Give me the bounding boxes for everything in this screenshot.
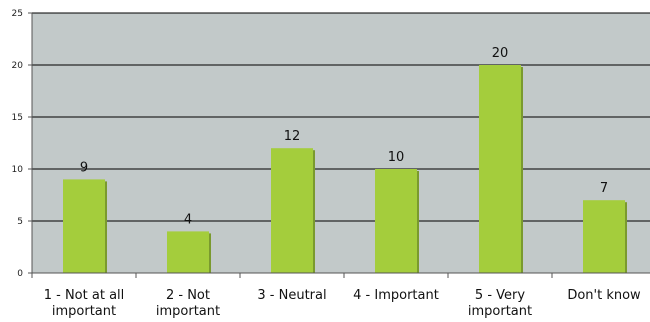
data-label: 9 bbox=[80, 160, 88, 175]
y-tick-label: 0 bbox=[17, 269, 23, 279]
data-label: 20 bbox=[492, 46, 509, 61]
axes bbox=[28, 12, 650, 278]
data-label: 12 bbox=[284, 129, 301, 144]
y-tick-label: 5 bbox=[17, 217, 23, 227]
x-tick-label: 4 - Important bbox=[353, 288, 439, 303]
data-labels: 9 4 12 10 20 7 bbox=[80, 46, 608, 227]
x-tick-label-line: 1 - Not at all bbox=[44, 288, 125, 303]
bars bbox=[63, 65, 627, 273]
plot-area bbox=[32, 13, 650, 273]
y-tick-label: 15 bbox=[12, 113, 23, 123]
bar bbox=[63, 179, 105, 273]
bar bbox=[479, 65, 521, 273]
y-tick-label: 10 bbox=[12, 165, 24, 175]
bar bbox=[271, 148, 313, 273]
x-tick-label: 1 - Not at all important bbox=[44, 288, 125, 319]
bar bbox=[167, 231, 209, 273]
x-tick-label: Don't know bbox=[567, 288, 641, 303]
x-tick-label-line: 5 - Very bbox=[475, 288, 525, 303]
x-tick-label: 5 - Very important bbox=[468, 288, 532, 319]
x-tick-label-line: important bbox=[468, 304, 532, 319]
x-tick-label-line: 4 - Important bbox=[353, 288, 439, 303]
data-label: 4 bbox=[184, 212, 192, 227]
x-tick-label-line: 2 - Not bbox=[166, 288, 210, 303]
gridlines bbox=[32, 12, 650, 222]
x-tick-label-line: Don't know bbox=[567, 288, 641, 303]
bar bbox=[583, 200, 625, 273]
x-tick-label: 3 - Neutral bbox=[257, 288, 326, 303]
data-label: 7 bbox=[600, 181, 608, 196]
x-tick-label-line: important bbox=[52, 304, 116, 319]
y-tick-label: 25 bbox=[12, 9, 23, 19]
x-tick-label: 2 - Not important bbox=[156, 288, 220, 319]
x-tick-label-line: 3 - Neutral bbox=[257, 288, 326, 303]
data-label: 10 bbox=[388, 150, 405, 165]
x-tick-label-line: important bbox=[156, 304, 220, 319]
y-tick-label: 20 bbox=[12, 61, 24, 71]
y-tick-labels: 0 5 10 15 20 25 bbox=[12, 9, 24, 279]
bar bbox=[375, 169, 417, 273]
